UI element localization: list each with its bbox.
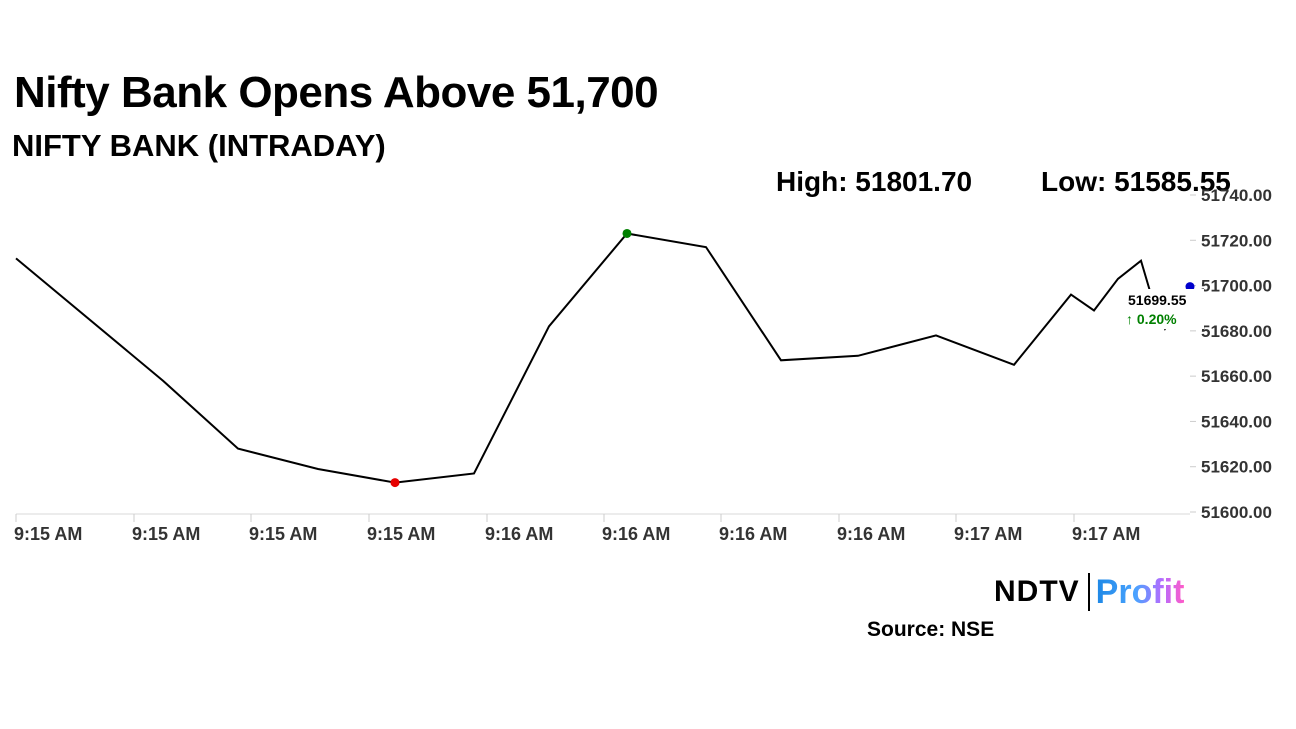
- last-value-box: [1124, 289, 1204, 329]
- y-tick-label: 51640.00: [1201, 412, 1272, 431]
- y-tick-label: 51720.00: [1201, 231, 1272, 250]
- x-tick-label: 9:16 AM: [485, 524, 553, 544]
- x-tick-label: 9:15 AM: [249, 524, 317, 544]
- y-tick-label: 51740.00: [1201, 186, 1272, 205]
- low-point-marker: [390, 478, 400, 488]
- source-credit: Source: NSE: [867, 618, 995, 641]
- low-value-label: Low: 51585.55: [1041, 166, 1231, 197]
- logo-divider: [1087, 573, 1090, 611]
- last-value-label: 51699.55: [1128, 292, 1187, 308]
- x-tick-label: 9:17 AM: [954, 524, 1022, 544]
- x-tick-label: 9:16 AM: [837, 524, 905, 544]
- x-tick-label: 9:15 AM: [132, 524, 200, 544]
- price-line: [15, 232, 1191, 484]
- y-tick-label: 51600.00: [1201, 503, 1272, 522]
- y-tick-label: 51700.00: [1201, 277, 1272, 296]
- high-value-label: High: 51801.70: [776, 166, 973, 197]
- x-tick-label: 9:16 AM: [602, 524, 670, 544]
- logo-ndtv-text: NDTV: [994, 575, 1080, 608]
- change-percent-label: ↑ 0.20%: [1126, 311, 1177, 327]
- x-tick-label: 9:17 AM: [1072, 524, 1140, 544]
- high-point-marker: [622, 228, 632, 238]
- ndtv-profit-logo: NDTV Profit: [994, 570, 1184, 614]
- x-tick-label: 9:15 AM: [14, 524, 82, 544]
- x-tick-label: 9:16 AM: [719, 524, 787, 544]
- y-tick-label: 51660.00: [1201, 367, 1272, 386]
- y-tick-label: 51680.00: [1201, 322, 1272, 341]
- headline: Nifty Bank Opens Above 51,700: [14, 68, 659, 117]
- chart-subtitle: NIFTY BANK (INTRADAY): [12, 128, 386, 163]
- logo-profit-text: Profit: [1095, 572, 1185, 611]
- last-point-marker: [1185, 282, 1195, 292]
- y-tick-label: 51620.00: [1201, 458, 1272, 477]
- x-tick-label: 9:15 AM: [367, 524, 435, 544]
